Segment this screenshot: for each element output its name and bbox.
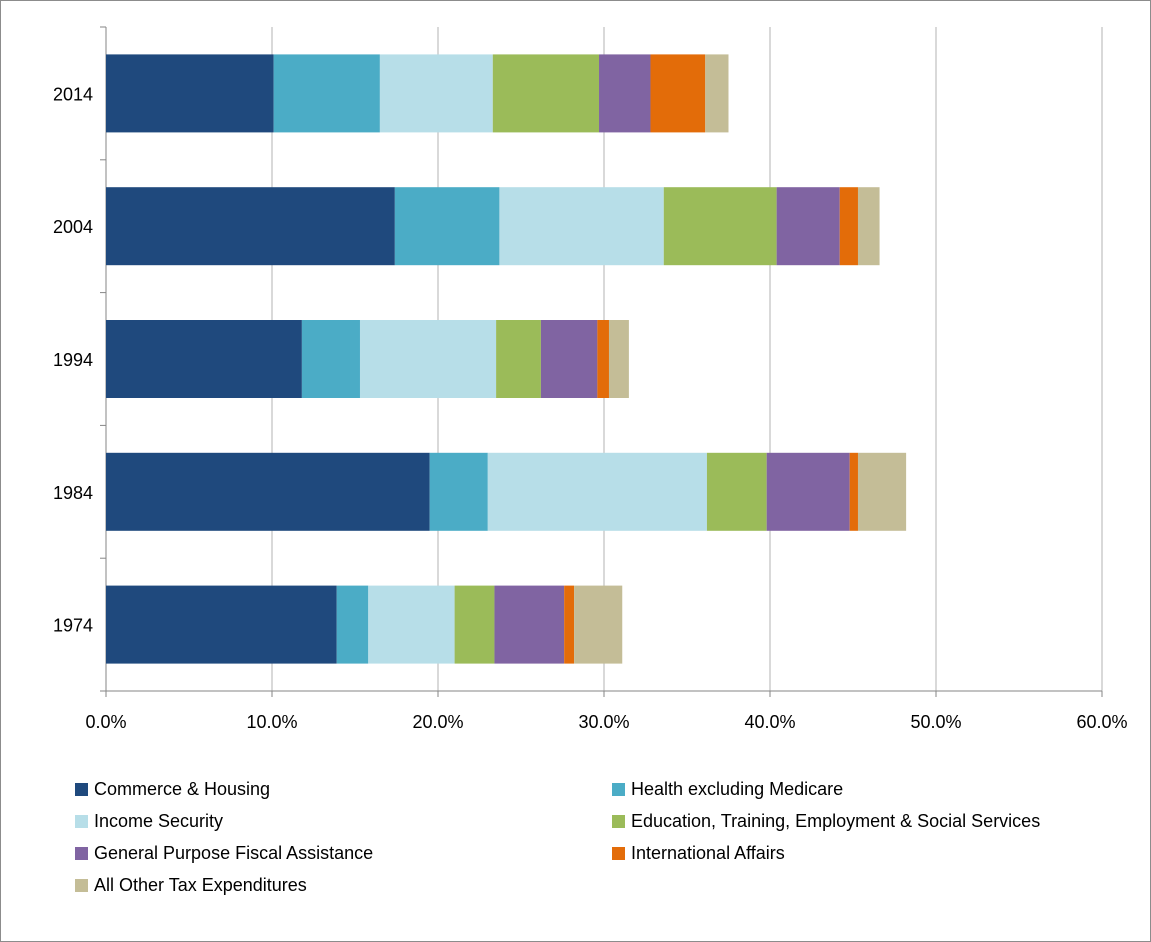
x-tick-label: 10.0% [246,712,297,732]
bar-segment [273,54,380,133]
bar-segment [454,585,495,664]
bar-segment [705,54,729,133]
bar-segment [776,187,840,266]
bar-segment [492,54,600,133]
y-tick-label: 1984 [53,483,93,503]
bar-segment [597,320,609,398]
bar-segment [857,187,880,266]
x-tick-label: 40.0% [744,712,795,732]
x-tick-label: 60.0% [1076,712,1127,732]
bar-segment [663,187,777,266]
bar-segment [540,320,598,398]
y-tick-label: 2014 [53,84,93,104]
bar-segment [706,452,767,531]
bar-segment [106,187,395,266]
bar-segment [106,452,430,531]
stacked-bar-chart: 0.0% 10.0% 20.0% 30.0% 40.0% 50.0% 60.0% 1974 19… [53,26,1128,732]
legend-label: International Affairs [631,843,785,863]
bar-segment [106,54,274,133]
legend-swatch [612,847,625,860]
x-tick-label: 0.0% [85,712,126,732]
legend-swatch [75,847,88,860]
legend-item: International Affairs [612,843,785,864]
legend-label: Income Security [94,811,224,831]
bar-segment [564,585,575,664]
bar-segment [106,320,302,398]
bar-segment [499,187,664,266]
x-tick-label: 20.0% [412,712,463,732]
bar-segment [496,320,541,398]
bar-segment [368,585,455,664]
bar-segment [608,320,629,398]
legend-swatch [75,783,88,796]
legend-item: Health excluding Medicare [612,779,843,800]
legend-item: Commerce & Housing [75,779,270,800]
bar-segment [359,320,497,398]
y-tick-label: 2004 [53,217,93,237]
legend-label: Education, Training, Employment & Social… [631,811,1041,831]
legend-item: General Purpose Fiscal Assistance [75,843,373,864]
x-tick-label: 30.0% [578,712,629,732]
bar-segment [394,187,500,266]
bar-segment [301,320,360,398]
bar-segment [106,585,337,664]
legend-item: Education, Training, Employment & Social… [612,811,1040,832]
bar-segment [857,452,907,531]
legend-label: General Purpose Fiscal Assistance [94,843,374,863]
legend-swatch [75,815,88,828]
y-tick-label: 1994 [53,350,93,370]
bar-segment [650,54,706,133]
bar-segment [429,452,488,531]
legend-swatch [75,879,88,892]
legend-item: All Other Tax Expenditures [75,875,307,896]
legend-item: Income Security [75,811,223,832]
bar-segment [487,452,707,531]
legend-label: Health excluding Medicare [631,779,844,799]
bar-segment [494,585,565,664]
bar-segment [766,452,850,531]
bar-segment [599,54,651,133]
x-tick-label: 50.0% [910,712,961,732]
y-tick-label: 1974 [53,616,93,636]
bar-segment [336,585,369,664]
bar-segment [574,585,623,664]
legend-label: All Other Tax Expenditures [94,875,307,895]
bar-segment [839,187,858,266]
legend-label: Commerce & Housing [94,779,271,799]
bar-segment [379,54,493,133]
bar-segment [849,452,858,531]
legend-swatch [612,815,625,828]
legend-swatch [612,783,625,796]
